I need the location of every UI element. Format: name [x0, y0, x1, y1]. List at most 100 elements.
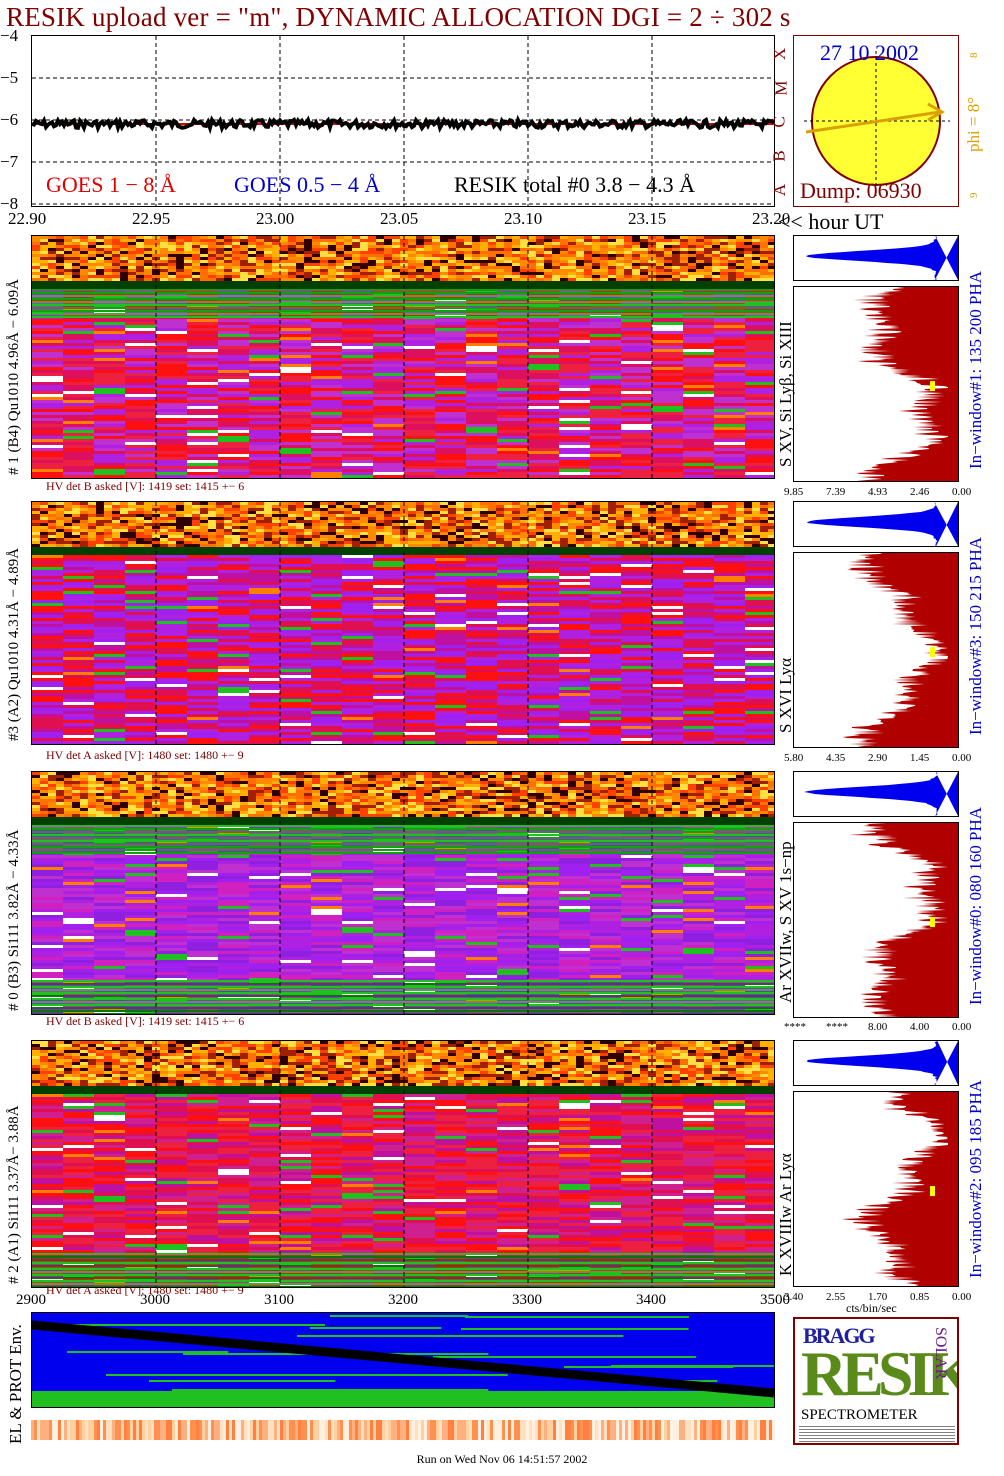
- lightcurve-plot: [32, 36, 774, 206]
- env-plot: [32, 1313, 774, 1407]
- phi-small-bottom: 9: [968, 192, 980, 199]
- pha-histogram: [793, 1040, 959, 1086]
- channel-label: # 1 (B4) Qu1010 4.96Å − 6.09Å: [6, 279, 22, 475]
- lightcurve-panel: [31, 35, 775, 207]
- y-tick-label: −5: [0, 68, 19, 87]
- spectrum-fill: [852, 287, 958, 481]
- goes-class-label: B: [769, 150, 789, 162]
- y-tick-label: −6: [0, 110, 19, 129]
- spectrogram-ch3: [31, 501, 775, 745]
- spectrum-tick: 0.00: [952, 1021, 972, 1033]
- spectrogram-ch1: [31, 235, 775, 479]
- page-title: RESIK upload ver = "m", DYNAMIC ALLOCATI…: [6, 2, 791, 32]
- spectrum-tick: 1.45: [910, 752, 930, 764]
- legend-resik-total: RESIK total #0 3.8 − 4.3 Å: [454, 172, 695, 197]
- window-label: In−window#0: 080 160 PHA: [966, 806, 985, 1005]
- pha-hist-fill: [807, 502, 958, 546]
- bottom-x-tick: 3300: [512, 1292, 542, 1308]
- spectrum-panel: [793, 1091, 959, 1287]
- spectrum-tick: 1.70: [868, 1291, 888, 1303]
- spectrogram-image: [32, 772, 774, 1014]
- spectrum-plot: [842, 553, 958, 747]
- pha-histogram: [793, 771, 959, 817]
- pha-hist-fill: [806, 236, 958, 280]
- spectrum-marker: [930, 381, 935, 392]
- window-label: In−window#1: 135 200 PHA: [966, 270, 985, 469]
- logo-fine-print: [799, 1426, 955, 1442]
- y-tick-label: −8: [0, 194, 19, 213]
- pha-histogram-plot: [806, 236, 958, 280]
- bottom-x-tick: 3000: [140, 1292, 170, 1308]
- resik-total-line: [32, 114, 774, 135]
- logo-resik: RESIK: [801, 1338, 959, 1409]
- x-tick-label: 23.10: [504, 209, 543, 228]
- sun-panel: [793, 35, 959, 207]
- env-panel: [31, 1312, 775, 1408]
- resik-logo: BRAGG RESIK SOLAR SPECTROMETER: [793, 1317, 959, 1445]
- spectrum-tick: 7.39: [826, 486, 846, 498]
- y-tick-label: −7: [0, 152, 19, 171]
- channel-label: # 0 (B3) Si111 3.82Å − 4.33Å: [6, 829, 22, 1011]
- sun-disk: [804, 51, 950, 196]
- pha-histogram-plot: [807, 1041, 958, 1085]
- window-label: In−window#3: 150 215 PHA: [966, 536, 985, 735]
- channel-label: # 2 (A1) Si111 3.37Å− 3.88Å: [6, 1105, 22, 1284]
- bottom-x-tick: 3500: [760, 1292, 790, 1308]
- spectrum-tick: 0.00: [952, 1291, 972, 1303]
- pha-hist-fill: [807, 1041, 958, 1085]
- env-strip-plot: [31, 1420, 775, 1440]
- spectrum-fill: [841, 1092, 958, 1286]
- spectrum-tick: 0.00: [952, 752, 972, 764]
- channel-label: #3 (A2) Qu1010 4.31Å − 4.89Å: [6, 547, 22, 741]
- spectrum-tick: 2.46: [910, 486, 930, 498]
- spectrum-tick: ****: [784, 1021, 806, 1033]
- spectrum-marker: [930, 1186, 935, 1197]
- bottom-x-tick: 3400: [636, 1292, 666, 1308]
- phi-label: phi = 8°: [964, 96, 983, 152]
- spectrum-plot: [852, 287, 958, 481]
- spectrum-tick: ****: [826, 1021, 848, 1033]
- y-tick-label: −4: [0, 26, 19, 45]
- phi-small-top: 8: [968, 52, 980, 59]
- spectrum-tick: 0.00: [952, 486, 972, 498]
- env-strip: [31, 1420, 775, 1440]
- spectrogram-image: [32, 502, 774, 744]
- goes-class-label: X: [770, 47, 790, 61]
- bottom-x-tick: 3200: [388, 1292, 418, 1308]
- pha-histogram-plot: [807, 502, 958, 546]
- spec-unit-label: cts/bin/sec: [846, 1301, 897, 1315]
- env-green-band: [32, 1391, 774, 1407]
- spectrum-tick: 4.00: [910, 1021, 930, 1033]
- x-tick-label: 23.05: [380, 209, 419, 228]
- hv-status: HV det A asked [V]: 1480 set: 1480 +− 9: [46, 748, 244, 762]
- spectrum-tick: 4.35: [826, 752, 846, 764]
- spectrum-fill: [849, 823, 958, 1017]
- hv-status: HV det B asked [V]: 1419 set: 1415 +− 6: [46, 479, 245, 493]
- logo-bragg: BRAGG: [803, 1323, 876, 1348]
- env-trend-line: [32, 1320, 774, 1398]
- spectrum-panel: [793, 286, 959, 482]
- spectrum-marker: [930, 647, 935, 658]
- spectrum-tick: 0.85: [910, 1291, 930, 1303]
- phi-arrowhead: [927, 102, 946, 122]
- hv-status: HV det B asked [V]: 1419 set: 1415 +− 6: [46, 1014, 245, 1028]
- spectrum-tick: 5.80: [784, 752, 804, 764]
- x-tick-label: 23.15: [628, 209, 667, 228]
- legend-goes-long: GOES 1 − 8 Å: [46, 172, 176, 197]
- spectrogram-image: [32, 236, 774, 478]
- x-tick-label: 22.95: [132, 209, 171, 228]
- bottom-x-tick: 3100: [264, 1292, 294, 1308]
- spectrogram-image: [32, 1041, 774, 1287]
- pha-hist-fill: [804, 772, 958, 816]
- run-timestamp: Run on Wed Nov 06 14:51:57 2002: [416, 1452, 588, 1466]
- spectrogram-ch0: [31, 771, 775, 1015]
- spectrum-tick: 3.40: [784, 1291, 804, 1303]
- spectrum-tick: 2.55: [826, 1291, 846, 1303]
- spectrum-tick: 2.90: [868, 752, 888, 764]
- spectrum-fill: [842, 553, 958, 747]
- env-label: EL & PROT Env.: [6, 1324, 25, 1444]
- hv-status: HV det A asked [V]: 1480 set: 1480 +− 9: [46, 1283, 244, 1297]
- logo-spectrometer: SPECTROMETER: [801, 1407, 918, 1423]
- spectrum-marker: [930, 917, 935, 928]
- goes-class-label: C: [769, 116, 789, 128]
